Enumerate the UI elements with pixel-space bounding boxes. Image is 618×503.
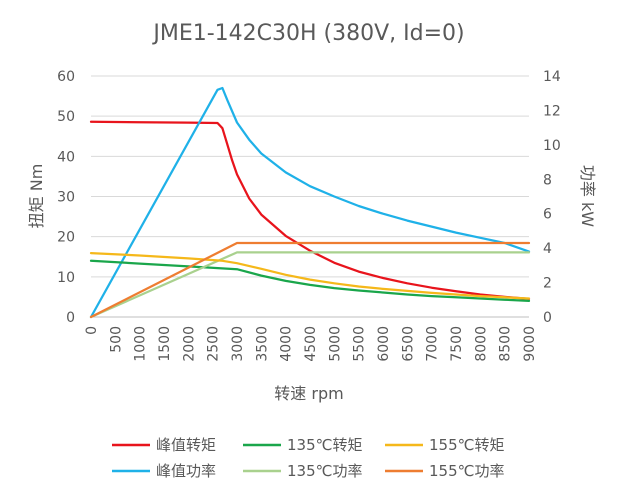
- legend-label: 峰值转矩: [156, 436, 216, 454]
- x-tick-label: 5500: [352, 326, 368, 362]
- x-tick-label: 7000: [425, 326, 441, 362]
- x-tick-label: 6500: [400, 326, 416, 362]
- x-axis-title: 转速 rpm: [274, 384, 343, 403]
- x-tick-label: 4500: [303, 326, 319, 362]
- legend-item: 峰值功率: [112, 462, 216, 480]
- y-left-tick-label: 10: [57, 270, 75, 286]
- x-tick-label: 7500: [449, 326, 465, 362]
- x-tick-label: 9000: [522, 326, 538, 362]
- y-left-tick-label: 60: [57, 69, 75, 85]
- series-line-4: [89, 251, 531, 300]
- x-tick-label: 0: [84, 326, 100, 335]
- series-line-3: [89, 251, 531, 319]
- legend-item: 135℃功率: [243, 462, 362, 480]
- x-tick-label: 6000: [376, 326, 392, 362]
- y-axis-title-left: 扭矩 Nm: [27, 164, 46, 229]
- series-line-2: [89, 259, 531, 303]
- y-right-tick-label: 12: [543, 103, 561, 119]
- x-tick-label: 3500: [254, 326, 270, 362]
- chart-title: JME1-142C30H (380V, Id=0): [151, 21, 464, 46]
- axes: 0 10 20 30 40 50 60 0 2 4 6 8 10 12 14 0 500 1000 1500 2000…: [57, 69, 561, 362]
- legend-item: 155℃功率: [385, 462, 504, 480]
- y-right-tick-label: 2: [543, 276, 552, 292]
- y-left-tick-label: 30: [57, 190, 75, 206]
- x-tick-label: 8000: [473, 326, 489, 362]
- legend-label: 135℃转矩: [287, 436, 362, 454]
- y-right-tick-label: 10: [543, 138, 561, 154]
- legend-label: 155℃功率: [429, 462, 504, 480]
- x-tick-label: 3000: [230, 326, 246, 362]
- y-right-tick-label: 6: [543, 207, 552, 223]
- x-tick-label: 2000: [181, 326, 197, 362]
- series-line-1: [89, 86, 531, 319]
- x-tick-label: 2500: [206, 326, 222, 362]
- legend-item: 155℃转矩: [385, 436, 504, 454]
- legend-item: 峰值转矩: [112, 436, 216, 454]
- legend-label: 135℃功率: [287, 462, 362, 480]
- legend-item: 135℃转矩: [243, 436, 362, 454]
- legend-label: 峰值功率: [156, 462, 216, 480]
- x-tick-label: 5000: [327, 326, 343, 362]
- series-lines: [89, 86, 531, 319]
- series-line-0: [89, 120, 531, 301]
- x-tick-label: 1500: [157, 326, 173, 362]
- y-left-tick-label: 50: [57, 109, 75, 125]
- legend-label: 155℃转矩: [429, 436, 504, 454]
- y-right-tick-label: 4: [543, 241, 552, 257]
- y-right-tick-label: 0: [543, 310, 552, 326]
- grid-lines: [91, 75, 529, 318]
- y-left-tick-label: 0: [66, 310, 75, 326]
- x-tick-label: 500: [108, 326, 124, 353]
- x-tick-label: 1000: [133, 326, 149, 362]
- x-tick-label: 4000: [279, 326, 295, 362]
- y-left-tick-label: 20: [57, 230, 75, 246]
- y-axis-title-right: 功率 kW: [578, 165, 597, 227]
- y-right-tick-label: 8: [543, 172, 552, 188]
- y-right-tick-label: 14: [543, 69, 561, 85]
- x-tick-label: 8500: [498, 326, 514, 362]
- series-line-5: [89, 241, 531, 319]
- y-left-tick-label: 40: [57, 149, 75, 165]
